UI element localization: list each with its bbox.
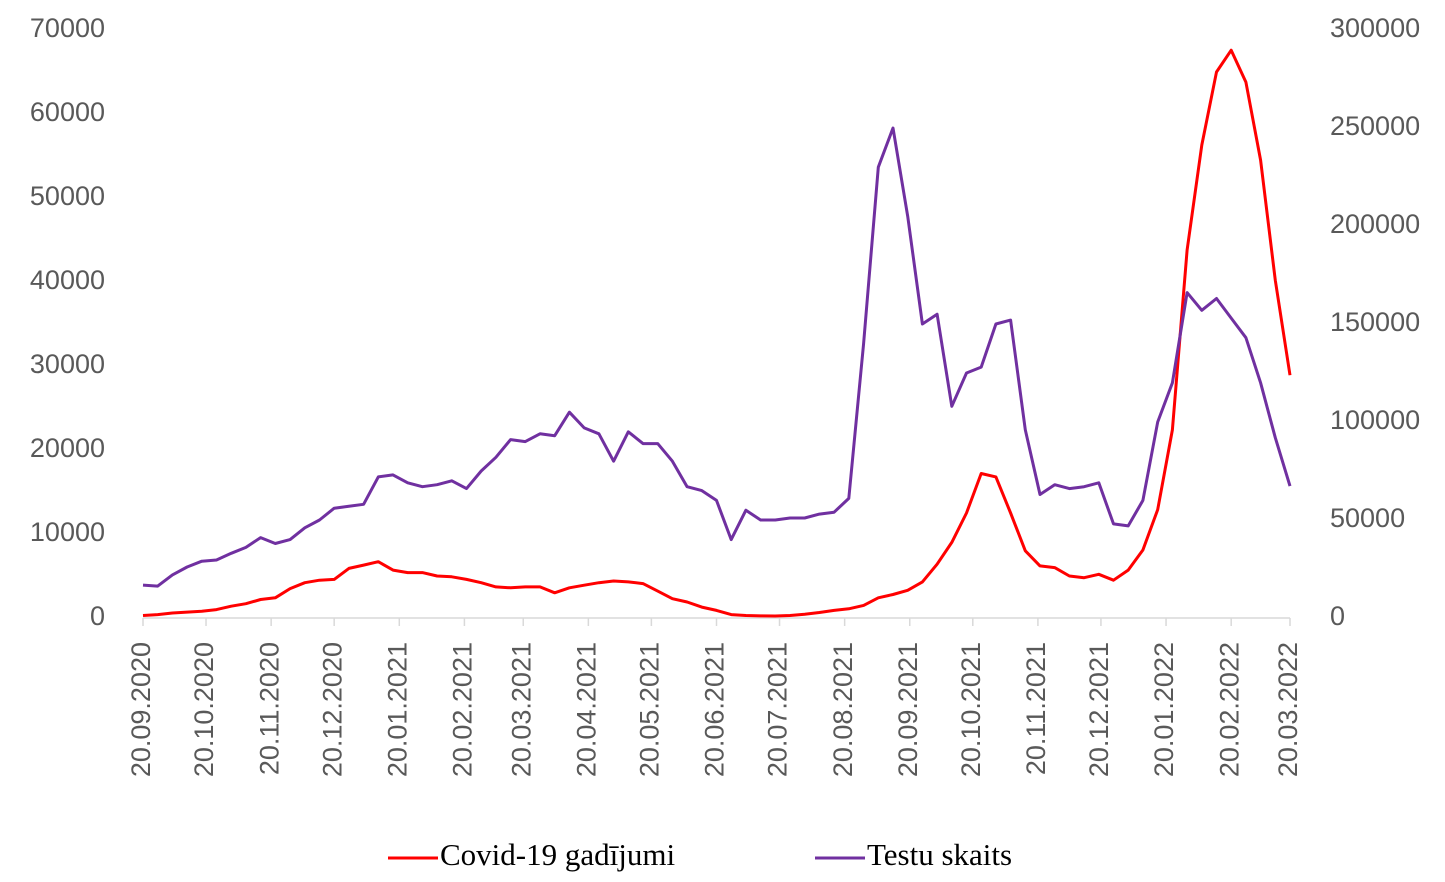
y2-tick-label: 0 — [1330, 601, 1345, 631]
x-tick-label: 20.11.2021 — [1021, 642, 1051, 775]
y-tick-label: 60000 — [30, 97, 105, 127]
x-tick-label: 20.05.2021 — [635, 642, 665, 777]
y-tick-label: 40000 — [30, 265, 105, 295]
x-tick-label: 20.10.2020 — [189, 642, 219, 777]
x-tick-label: 20.12.2020 — [317, 642, 347, 777]
x-tick-label: 20.01.2022 — [1149, 642, 1179, 777]
y2-tick-label: 150000 — [1330, 307, 1420, 337]
x-tick-label: 20.03.2021 — [506, 642, 536, 777]
legend-label: Covid-19 gadījumi — [440, 837, 675, 872]
y-tick-label: 30000 — [30, 349, 105, 379]
y2-tick-label: 50000 — [1330, 503, 1405, 533]
x-tick-label: 20.03.2022 — [1273, 642, 1303, 777]
x-tick-label: 20.09.2021 — [893, 642, 923, 777]
x-tick-label: 20.11.2020 — [254, 642, 284, 775]
y2-tick-label: 300000 — [1330, 13, 1420, 43]
y-tick-label: 70000 — [30, 13, 105, 43]
y2-tick-label: 100000 — [1330, 405, 1420, 435]
x-tick-label: 20.04.2021 — [571, 642, 601, 777]
y-tick-label: 10000 — [30, 517, 105, 547]
series-line — [142, 126, 1292, 588]
y-tick-label: 50000 — [30, 181, 105, 211]
x-tick-label: 20.07.2021 — [763, 642, 793, 777]
x-tick-label: 20.12.2021 — [1084, 642, 1114, 777]
y-tick-label: 20000 — [30, 433, 105, 463]
y2-tick-label: 250000 — [1330, 111, 1420, 141]
x-tick-label: 20.02.2021 — [448, 642, 478, 777]
x-tick-label: 20.10.2021 — [956, 642, 986, 777]
x-tick-label: 20.02.2022 — [1214, 642, 1244, 777]
x-tick-label: 20.06.2021 — [700, 642, 730, 777]
x-tick-label: 20.01.2021 — [382, 642, 412, 777]
x-tick-label: 20.08.2021 — [828, 642, 858, 777]
x-tick-label: 20.09.2020 — [126, 642, 156, 777]
series-line — [142, 48, 1292, 618]
y-tick-label: 0 — [90, 601, 105, 631]
legend-label: Testu skaits — [867, 837, 1012, 872]
y2-tick-label: 200000 — [1330, 209, 1420, 239]
